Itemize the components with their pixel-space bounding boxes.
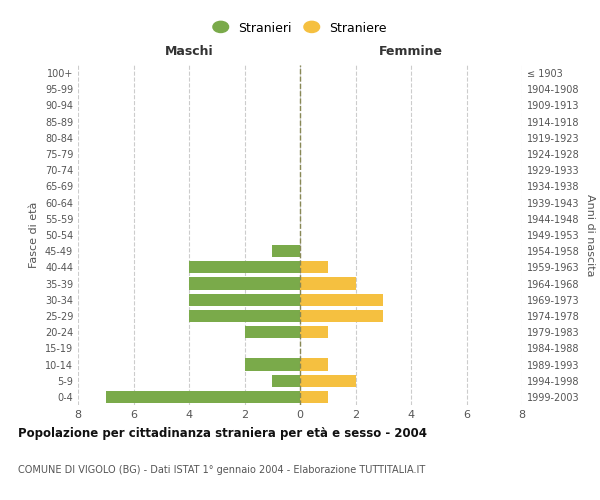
Bar xyxy=(245,358,300,370)
Text: COMUNE DI VIGOLO (BG) - Dati ISTAT 1° gennaio 2004 - Elaborazione TUTTITALIA.IT: COMUNE DI VIGOLO (BG) - Dati ISTAT 1° ge… xyxy=(18,465,425,475)
Bar xyxy=(189,262,300,274)
Bar xyxy=(300,326,328,338)
Bar xyxy=(300,391,328,403)
Bar xyxy=(106,391,300,403)
Bar xyxy=(300,262,328,274)
Text: Maschi: Maschi xyxy=(164,45,214,58)
Bar xyxy=(272,245,300,258)
Bar xyxy=(300,358,328,370)
Bar xyxy=(272,374,300,387)
Bar xyxy=(300,278,356,289)
Text: Popolazione per cittadinanza straniera per età e sesso - 2004: Popolazione per cittadinanza straniera p… xyxy=(18,428,427,440)
Bar xyxy=(189,278,300,289)
Bar xyxy=(300,374,356,387)
Bar xyxy=(189,310,300,322)
Text: Femmine: Femmine xyxy=(379,45,443,58)
Bar xyxy=(300,310,383,322)
Y-axis label: Anni di nascita: Anni di nascita xyxy=(585,194,595,276)
Bar xyxy=(245,326,300,338)
Legend: Stranieri, Straniere: Stranieri, Straniere xyxy=(208,17,392,40)
Y-axis label: Fasce di età: Fasce di età xyxy=(29,202,39,268)
Bar xyxy=(300,294,383,306)
Bar xyxy=(189,294,300,306)
